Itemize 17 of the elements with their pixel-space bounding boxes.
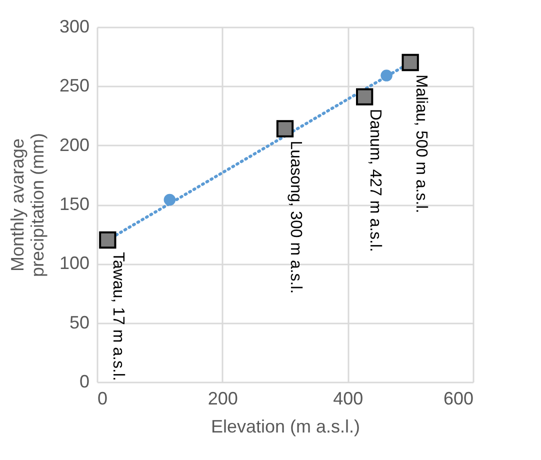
y-axis-title: Monthly avarage precipitation (mm) (7, 132, 48, 278)
annotation: Tawau, 17 m a.s.l. (110, 252, 127, 381)
annotation: Maliau, 500 m a.s.l. (412, 74, 430, 214)
y-tick-label: 0 (79, 372, 90, 392)
x-tick-label: 600 (443, 388, 474, 408)
x-tick-label: 0 (98, 388, 108, 408)
x-tick-label: 200 (208, 388, 238, 408)
y-tick-label: 50 (69, 312, 90, 332)
annotation: Danum, 427 m a.s.l. (366, 108, 384, 252)
y-tick-label: 300 (59, 16, 90, 36)
y-tick-label: 200 (59, 134, 90, 155)
y-tick-label: 150 (59, 194, 90, 214)
x-tick-label: 400 (333, 388, 364, 408)
x-axis-title: Elevation (m a.s.l.) (210, 416, 360, 436)
annotation: Luasong, 300 m a.s.l. (287, 140, 304, 294)
y-tick-label: 250 (59, 76, 90, 96)
y-tick-label: 100 (59, 253, 90, 274)
